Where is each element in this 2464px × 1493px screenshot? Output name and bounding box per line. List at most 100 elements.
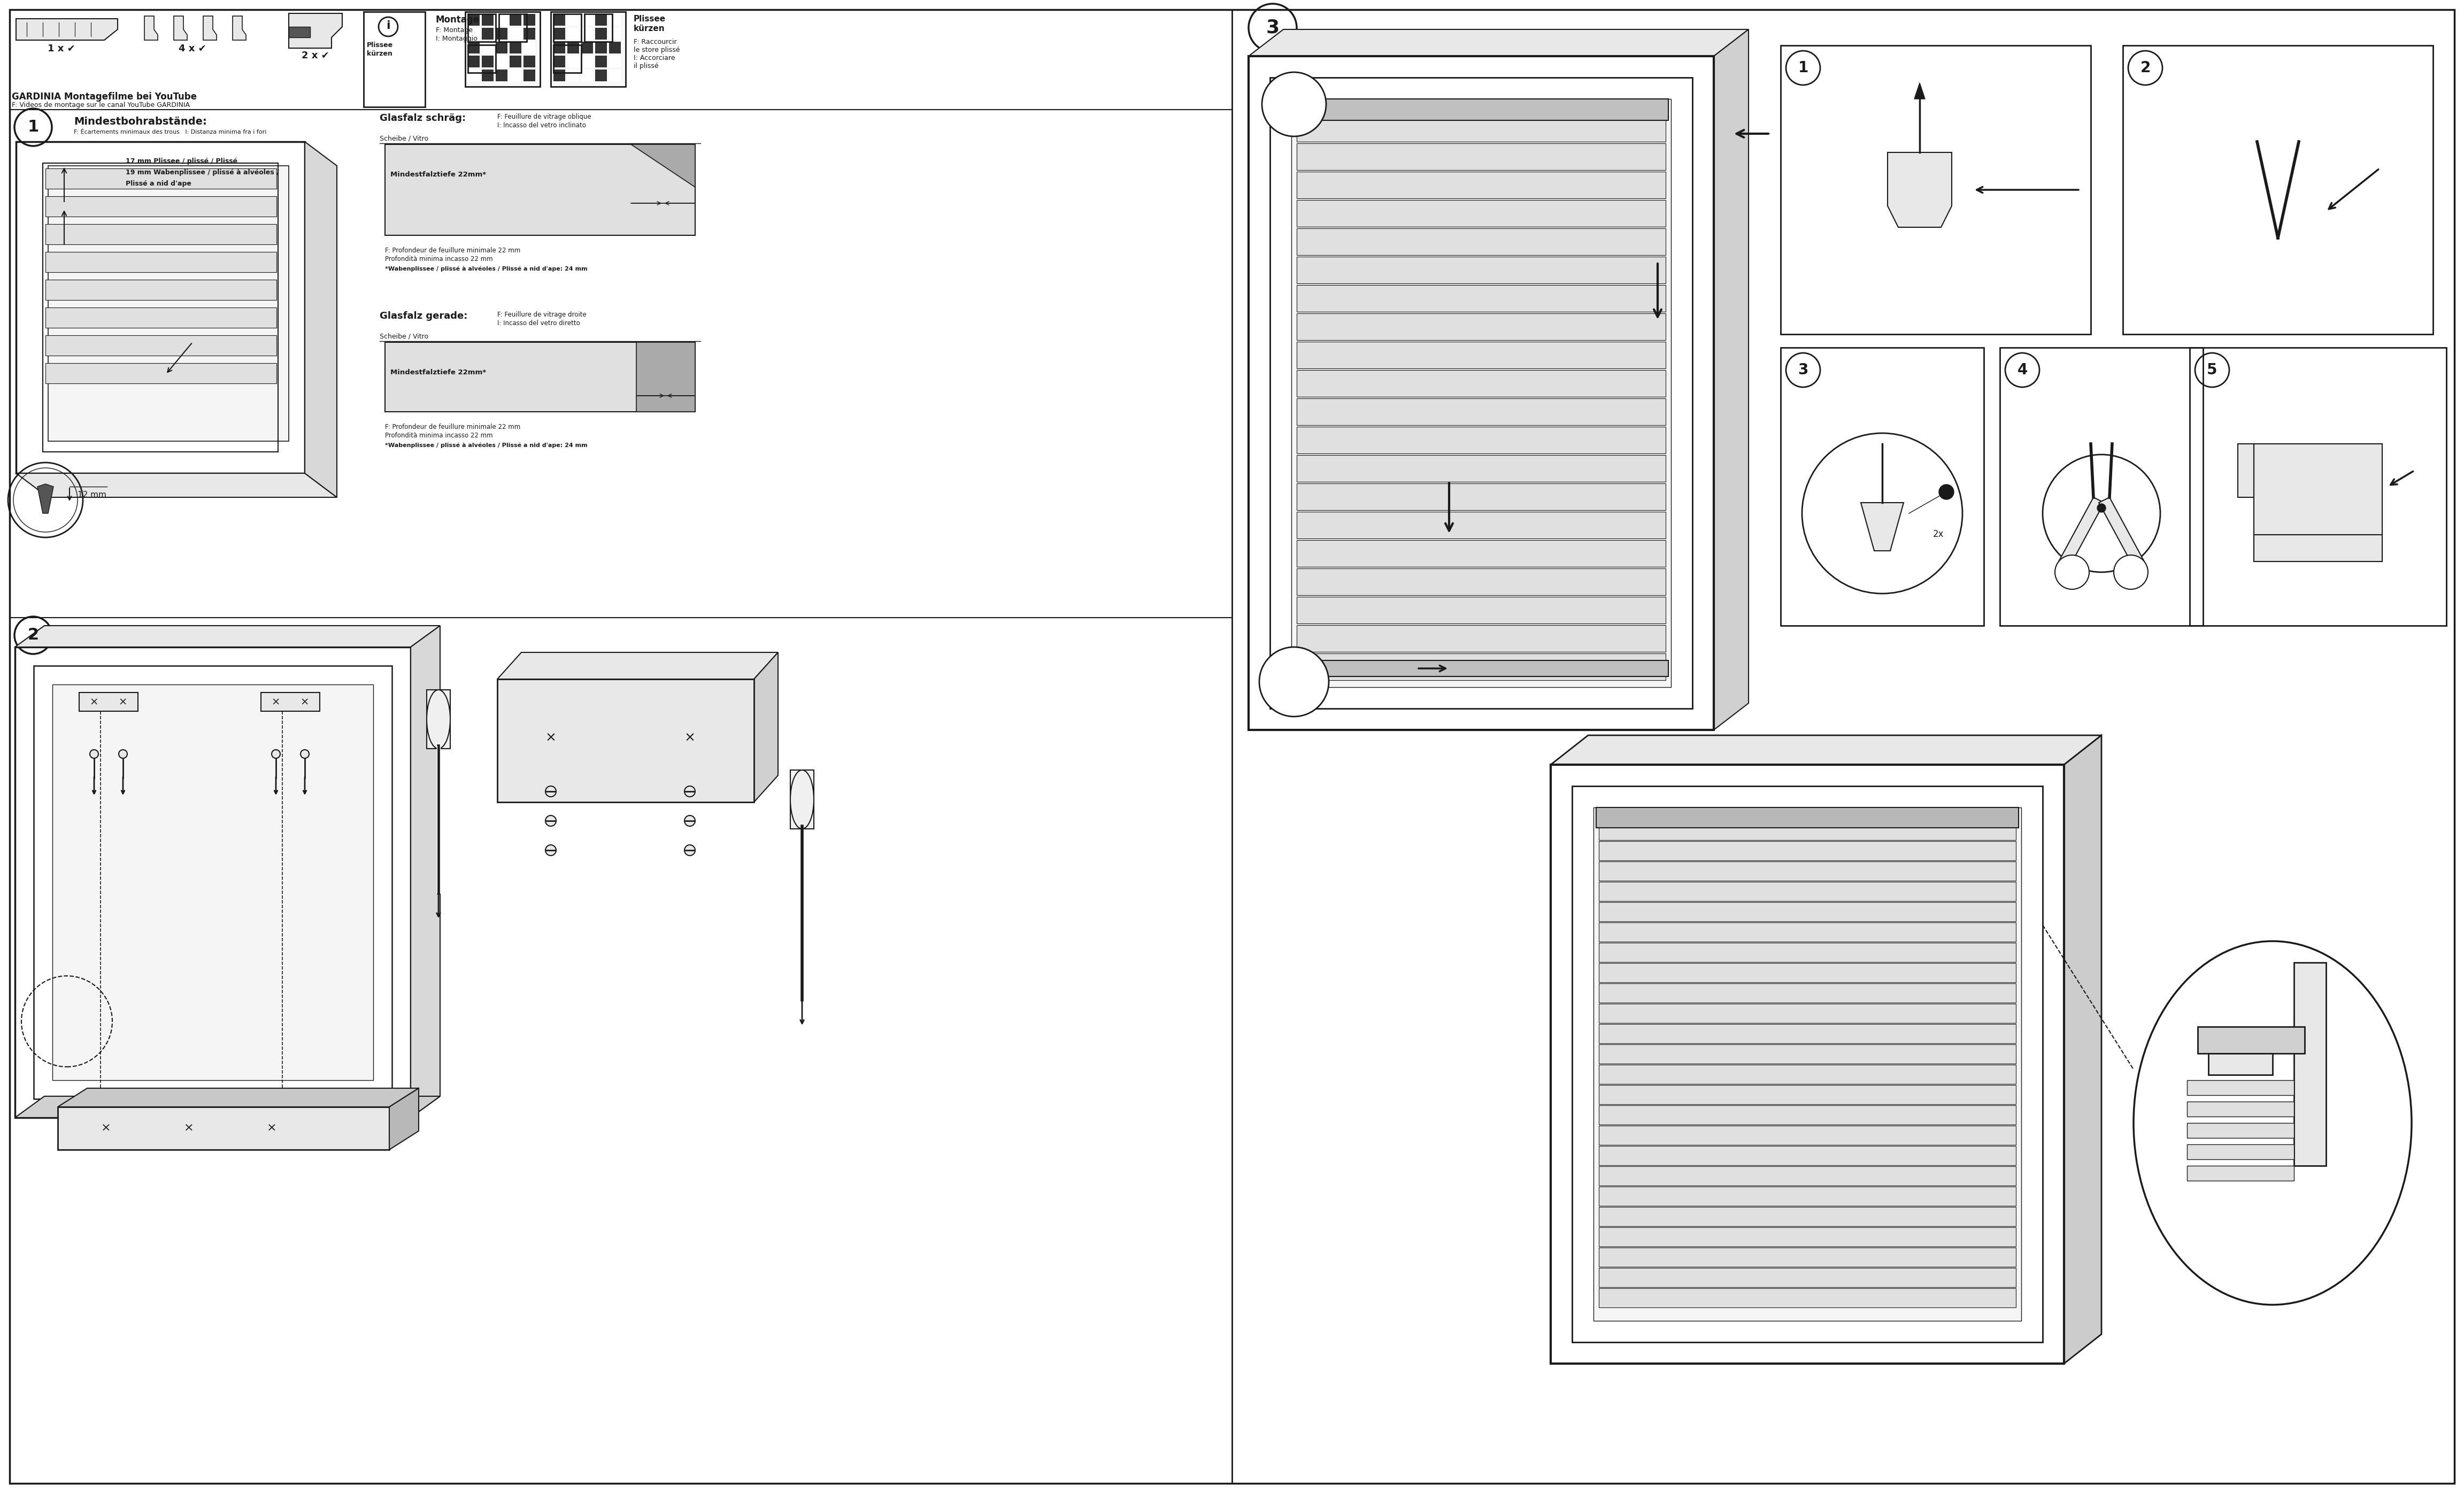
Text: Plissee: Plissee	[633, 15, 665, 22]
Bar	[1599, 882, 2016, 902]
Bar	[609, 42, 621, 54]
Bar	[1594, 808, 2020, 1321]
Text: *Wabenplissee / plissé à alvéoles / Plissé a nid d'ape: 24 mm: *Wabenplissee / plissé à alvéoles / Plis…	[384, 266, 586, 272]
Bar	[2188, 1123, 2294, 1138]
Bar	[468, 13, 495, 42]
Polygon shape	[288, 27, 310, 37]
Bar	[468, 13, 480, 25]
Bar	[1296, 512, 1666, 539]
Bar	[1291, 99, 1671, 687]
Bar	[1599, 963, 2016, 982]
Bar	[1599, 923, 2016, 942]
Text: F: Écartements minimaux des trous   I: Distanza minima fra i fori: F: Écartements minimaux des trous I: Dis…	[74, 130, 266, 134]
Bar	[582, 42, 594, 54]
Bar	[1296, 314, 1666, 340]
Bar	[15, 646, 411, 1118]
Polygon shape	[57, 1088, 419, 1106]
Bar	[609, 28, 621, 40]
Bar	[1599, 1085, 2016, 1105]
Bar	[2237, 443, 2255, 497]
Ellipse shape	[2134, 941, 2412, 1305]
Bar	[34, 666, 392, 1099]
Bar	[596, 42, 606, 54]
Bar	[522, 70, 535, 81]
Circle shape	[545, 815, 557, 826]
Polygon shape	[384, 145, 695, 236]
Bar	[44, 336, 276, 355]
Bar	[510, 13, 522, 25]
Ellipse shape	[426, 690, 451, 748]
Bar	[1296, 172, 1666, 199]
Bar	[44, 196, 276, 216]
Bar	[44, 308, 276, 328]
Text: 2x: 2x	[1932, 530, 1944, 539]
Text: 2: 2	[2141, 60, 2151, 76]
Bar	[567, 28, 579, 40]
Text: ×: ×	[685, 732, 695, 745]
Circle shape	[301, 749, 308, 758]
Bar	[1599, 1024, 2016, 1044]
Bar	[44, 169, 276, 188]
Polygon shape	[1860, 503, 1905, 551]
Bar	[1572, 787, 2043, 1342]
Bar	[1249, 57, 1715, 730]
Bar	[468, 28, 480, 40]
Polygon shape	[37, 484, 54, 514]
Bar	[554, 28, 564, 40]
Bar	[468, 55, 480, 67]
Bar	[582, 55, 594, 67]
Text: i: i	[387, 21, 389, 31]
Bar	[1296, 370, 1666, 397]
Circle shape	[271, 749, 281, 758]
Text: F: Feuillure de vitrage droite: F: Feuillure de vitrage droite	[498, 311, 586, 318]
Bar	[468, 70, 480, 81]
Bar	[609, 70, 621, 81]
Bar	[2124, 45, 2432, 334]
Text: 3: 3	[1799, 363, 1809, 378]
Bar	[1296, 597, 1666, 624]
Text: il plissé: il plissé	[633, 63, 658, 70]
Polygon shape	[1887, 152, 1951, 227]
Bar	[2188, 1144, 2294, 1160]
Bar	[1781, 45, 2092, 334]
Bar	[510, 42, 522, 54]
Text: 1: 1	[27, 119, 39, 134]
Polygon shape	[384, 342, 695, 412]
Text: 1: 1	[1799, 60, 1809, 76]
Bar	[44, 224, 276, 245]
Polygon shape	[202, 16, 217, 40]
Bar	[596, 13, 606, 25]
Circle shape	[545, 787, 557, 797]
Polygon shape	[288, 13, 342, 48]
Text: Mindestfalztiefe 22mm*: Mindestfalztiefe 22mm*	[389, 172, 485, 178]
Bar	[483, 70, 493, 81]
Text: kürzen: kürzen	[633, 24, 665, 33]
Bar	[1599, 1105, 2016, 1124]
Circle shape	[118, 749, 128, 758]
Text: ×: ×	[185, 1123, 195, 1133]
Bar	[483, 42, 493, 54]
Bar	[483, 28, 493, 40]
Bar	[1296, 228, 1666, 255]
Text: Montage: Montage	[436, 15, 480, 24]
Bar	[1296, 200, 1666, 227]
Bar	[468, 42, 480, 54]
Bar	[1296, 427, 1666, 454]
Polygon shape	[49, 166, 288, 440]
Bar	[567, 42, 579, 54]
Bar	[584, 13, 611, 42]
Bar	[554, 13, 564, 25]
Bar	[1599, 1147, 2016, 1165]
Text: 4 x ✔: 4 x ✔	[180, 43, 207, 54]
Polygon shape	[754, 652, 779, 802]
Polygon shape	[2099, 497, 2144, 567]
Circle shape	[1939, 484, 1954, 500]
Text: 17 mm Plissee / plissé / Plissé: 17 mm Plissee / plissé / Plissé	[126, 158, 237, 164]
Text: F: Feuillure de vitrage oblique: F: Feuillure de vitrage oblique	[498, 113, 591, 121]
Circle shape	[2055, 555, 2089, 590]
Circle shape	[2097, 503, 2107, 512]
Polygon shape	[15, 626, 441, 646]
Circle shape	[2043, 454, 2161, 572]
Bar	[1599, 1288, 2016, 1308]
Bar	[554, 42, 564, 54]
